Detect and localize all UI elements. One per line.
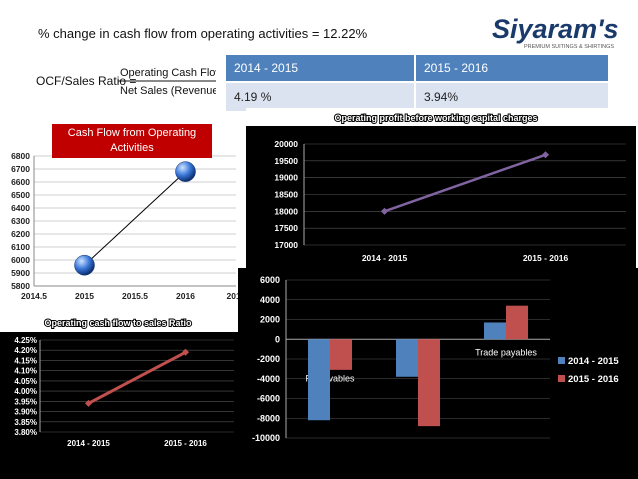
ocf-sales-ratio-chart: Operating cash flow to sales Ratio 3.80%… <box>0 314 238 479</box>
cash-flow-chart: 5800 5900 6000 6100 6200 6300 6400 6500 6600 6700… <box>11 124 240 301</box>
brand-logo: Siyaram's PREMIUM SUITINGS & SHIRTINGS <box>492 14 619 50</box>
y-tick-label: 4000 <box>260 295 280 305</box>
series-line <box>384 153 546 213</box>
y-tick-label: -10000 <box>252 433 280 443</box>
formula-numerator: Operating Cash Flow <box>120 67 216 79</box>
y-tick-label: 0 <box>275 334 280 344</box>
x-tick-label: 2015 - 2016 <box>523 253 569 263</box>
formula-denominator: Net Sales (Revenue) <box>120 85 216 97</box>
table-header-cell: 2015 - 2016 <box>415 55 610 82</box>
legend-swatch <box>558 375 565 382</box>
y-tick-label: 6100 <box>11 242 30 252</box>
x-tick-label: 2014 - 2015 <box>362 253 408 263</box>
y-tick-label: 18000 <box>274 206 298 216</box>
x-tick-label: 2015 - 2016 <box>164 439 207 448</box>
y-tick-label: 4.25% <box>14 336 37 345</box>
y-tick-label: 5800 <box>11 281 30 291</box>
y-tick-label: -8000 <box>257 413 280 423</box>
y-tick-label: 4.20% <box>14 346 37 355</box>
y-tick-label: 3.80% <box>14 428 37 437</box>
data-point <box>181 348 190 356</box>
bar <box>506 305 528 340</box>
ocf-formula: OCF/Sales Ratio = Operating Cash Flow Ne… <box>36 67 216 97</box>
legend-label: 2015 - 2016 <box>568 374 619 385</box>
y-tick-label: 6700 <box>11 164 30 174</box>
working-capital-bar-chart: -10000 -8000 -6000 -4000 -2000 0 2000 4000 6000 T… <box>238 268 638 479</box>
y-tick-label: 4.05% <box>14 377 37 386</box>
series-line <box>87 350 187 405</box>
data-point <box>84 399 93 407</box>
y-tick-label: 17000 <box>274 240 298 250</box>
x-tick-label: 2014 - 2015 <box>67 439 110 448</box>
chart-title: Operating profit before working capital … <box>334 113 537 123</box>
y-tick-label: 6400 <box>11 203 30 213</box>
chart-title: Operating cash flow to sales Ratio <box>44 318 192 328</box>
page-title: % change in cash flow from operating act… <box>38 26 368 41</box>
y-tick-label: 19000 <box>274 173 298 183</box>
operating-profit-chart: Operating profit before working capital … <box>246 108 636 270</box>
table-cell: 3.94% <box>415 81 610 111</box>
logo-tagline: PREMIUM SUITINGS & SHIRTINGS <box>524 44 614 50</box>
table-header-row: 2014 - 2015 2015 - 2016 <box>226 55 610 82</box>
bar <box>418 339 440 427</box>
y-tick-label: 17500 <box>274 223 298 233</box>
y-tick-label: 3.85% <box>14 418 37 427</box>
y-tick-label: 20000 <box>274 139 298 149</box>
bar <box>396 339 418 377</box>
data-point <box>380 207 389 215</box>
legend-label: 2014 - 2015 <box>568 356 619 367</box>
y-tick-label: 6000 <box>260 275 280 285</box>
formula-lhs: OCF/Sales Ratio = <box>36 74 136 88</box>
ocf-ratio-table: 2014 - 2015 2015 - 2016 4.19 % 3.94% <box>226 55 610 111</box>
table-row: 4.19 % 3.94% <box>226 81 610 111</box>
y-tick-label: 6600 <box>11 177 30 187</box>
y-tick-label: 6500 <box>11 190 30 200</box>
x-tick-label: 2015.5 <box>122 291 148 301</box>
table-header-cell: 2014 - 2015 <box>226 55 416 82</box>
y-tick-label: 6000 <box>11 255 30 265</box>
bar <box>330 339 352 370</box>
y-tick-label: 6200 <box>11 229 30 239</box>
y-tick-label: 3.95% <box>14 397 37 406</box>
y-tick-label: 18500 <box>274 190 298 200</box>
y-tick-label: 4.15% <box>14 356 37 365</box>
chart-title-bar <box>246 108 636 126</box>
bar <box>484 322 506 340</box>
x-tick-label: 2014.5 <box>21 291 47 301</box>
y-tick-label: -2000 <box>257 354 280 364</box>
logo-brand: Siyaram's <box>492 14 619 44</box>
table-cell: 4.19 % <box>226 81 416 111</box>
y-tick-label: 4.10% <box>14 367 37 376</box>
chart-background <box>246 108 636 270</box>
category-label: Trade payables <box>475 347 537 357</box>
legend-swatch <box>558 357 565 364</box>
x-tick-label: 2016 <box>227 291 240 301</box>
data-point <box>74 254 95 276</box>
y-tick-label: 4.00% <box>14 387 37 396</box>
chart-title: Activities <box>110 142 154 154</box>
y-tick-label: 6300 <box>11 216 30 226</box>
y-tick-label: 3.90% <box>14 408 37 417</box>
data-point <box>175 161 196 182</box>
data-point <box>541 151 550 159</box>
chart-title-box <box>52 124 212 158</box>
chart-title: Cash Flow from Operating <box>68 127 196 139</box>
chart-title-bar <box>0 314 238 332</box>
y-tick-label: -4000 <box>257 374 280 384</box>
x-tick-label: 2016 <box>176 291 195 301</box>
y-tick-label: -6000 <box>257 394 280 404</box>
y-tick-label: 19500 <box>274 156 298 166</box>
x-tick-label: 2015 <box>75 291 94 301</box>
y-tick-label: 2000 <box>260 315 280 325</box>
category-label: Recievables <box>305 373 355 383</box>
series-line <box>84 171 186 266</box>
bar <box>308 339 330 421</box>
y-tick-label: 5900 <box>11 268 30 278</box>
y-tick-label: 6800 <box>11 151 30 161</box>
